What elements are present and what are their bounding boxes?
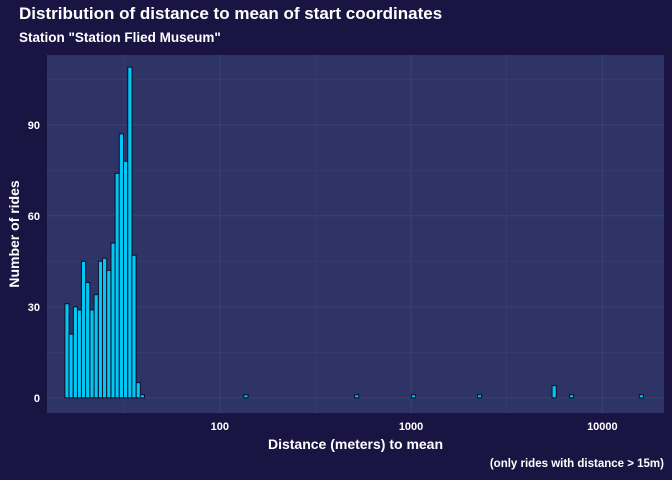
- histogram-bar: [101, 257, 108, 399]
- x-tick-label: 10000: [587, 421, 618, 433]
- histogram-bar: [85, 282, 91, 399]
- histogram-bar: [135, 382, 141, 399]
- histogram-bar: [410, 394, 417, 399]
- histogram-bar: [68, 333, 74, 399]
- x-tick-label: 100: [211, 421, 229, 433]
- histogram-bar: [131, 254, 137, 399]
- histogram-bar: [110, 242, 116, 399]
- histogram-bar: [638, 394, 645, 399]
- histogram-bar: [551, 385, 557, 399]
- histogram-bar: [127, 66, 133, 399]
- x-tick-label: 1000: [399, 421, 423, 433]
- histogram-bar: [114, 172, 120, 399]
- y-tick-label: 60: [28, 211, 40, 223]
- histogram-bars: [64, 66, 645, 399]
- chart-subtitle: Station "Station Flied Museum": [19, 30, 221, 45]
- minor-gridlines: [47, 55, 664, 413]
- histogram-bar: [118, 133, 124, 399]
- histogram-bar: [123, 160, 129, 399]
- histogram-bar: [139, 394, 145, 399]
- histogram-bar: [64, 303, 70, 399]
- histogram-bar: [243, 394, 249, 399]
- plot-panel: [47, 55, 664, 413]
- y-tick-label: 30: [28, 302, 40, 314]
- chart-caption: (only rides with distance > 15m): [489, 458, 664, 470]
- y-tick-label: 90: [28, 120, 40, 132]
- x-axis-title: Distance (meters) to mean: [268, 436, 443, 452]
- axis-tick-labels: 100 1000 10000 0 30 60 90: [28, 120, 618, 433]
- y-tick-label: 0: [34, 393, 40, 405]
- histogram-bar: [568, 394, 575, 399]
- histogram-bar: [80, 260, 87, 399]
- histogram-bar: [106, 269, 112, 399]
- histogram-bar: [476, 394, 483, 399]
- histogram-bar: [93, 294, 99, 399]
- histogram-bar: [89, 309, 95, 399]
- y-axis-title: Number of rides: [6, 180, 22, 288]
- histogram-bar: [354, 394, 360, 399]
- histogram-bar: [97, 260, 104, 399]
- histogram-bar: [72, 306, 79, 399]
- chart-title: Distribution of distance to mean of star…: [19, 4, 443, 23]
